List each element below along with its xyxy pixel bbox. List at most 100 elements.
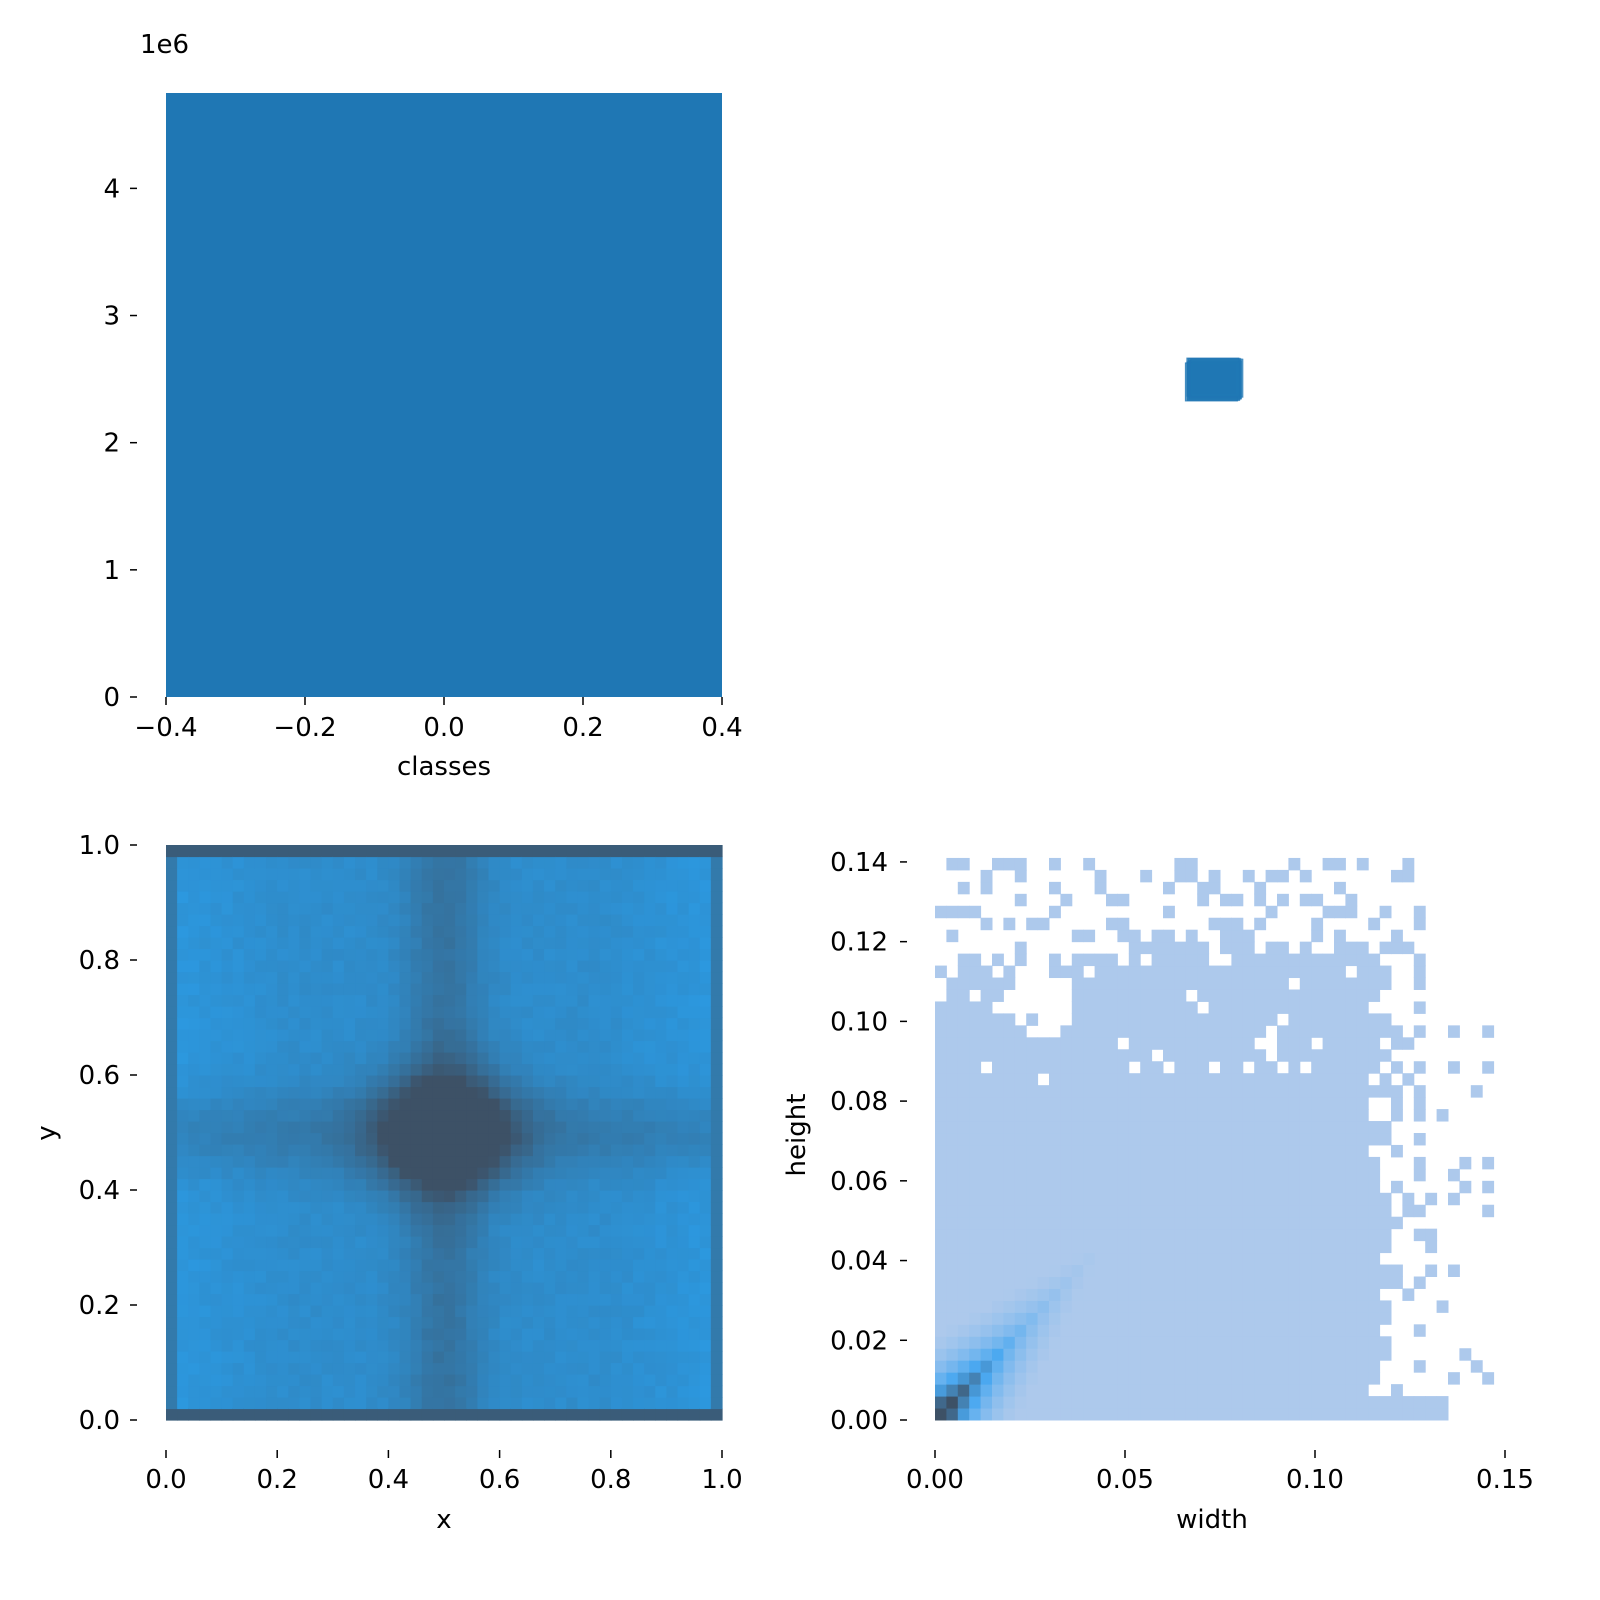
heatmap-cell [310, 891, 323, 904]
heatmap-cell [421, 1006, 434, 1019]
heatmap-cell [277, 1063, 289, 1076]
heatmap-cell [1254, 1300, 1267, 1313]
heatmap-cell [544, 1098, 556, 1111]
heatmap-cell [544, 1236, 556, 1249]
heatmap-cell [455, 1397, 467, 1410]
heatmap-cell [166, 1305, 178, 1318]
heatmap-cell [355, 960, 367, 973]
heatmap-cell [166, 1029, 178, 1042]
heatmap-cell [1448, 1192, 1460, 1206]
heatmap-cell [1151, 1097, 1164, 1110]
heatmap-cell [1379, 965, 1392, 979]
heatmap-cell [488, 1316, 501, 1329]
heatmap-cell [577, 1017, 590, 1030]
heatmap-cell [421, 1075, 434, 1088]
heatmap-cell [599, 1144, 612, 1157]
heatmap-cell [477, 902, 490, 915]
heatmap-cell [699, 1040, 712, 1053]
heatmap-cell [644, 983, 656, 996]
heatmap-cell [1311, 1252, 1324, 1266]
heatmap-cell [1334, 1228, 1346, 1242]
heatmap-cell [1106, 1408, 1118, 1421]
heatmap-cell [577, 1063, 590, 1076]
heatmap-cell [177, 1167, 189, 1180]
heatmap-cell [210, 891, 223, 904]
heatmap-cell [432, 1408, 445, 1421]
heatmap-cell [310, 1213, 323, 1226]
heatmap-cell [466, 891, 478, 904]
heatmap-cell [1356, 1408, 1369, 1421]
heatmap-cell [1106, 1312, 1118, 1325]
heatmap-cell [1254, 1384, 1267, 1397]
heatmap-cell [521, 971, 534, 984]
heatmap-cell [566, 1063, 579, 1076]
heatmap-cell [1299, 965, 1312, 979]
heatmap-cell [410, 1190, 423, 1203]
heatmap-cell [343, 1155, 356, 1168]
heatmap-cell [321, 1408, 334, 1421]
heatmap-cell [199, 1006, 212, 1019]
heatmap-cell [1242, 1216, 1255, 1230]
heatmap-cell [188, 1397, 200, 1410]
heatmap-cell [366, 1247, 378, 1260]
heatmap-cell [555, 1040, 567, 1053]
heatmap-cell [410, 994, 423, 1007]
heatmap-cell [544, 1213, 556, 1226]
wh-x-tick-label: 0.05 [1096, 1465, 1154, 1495]
heatmap-cell [221, 1385, 234, 1398]
heatmap-cell [688, 994, 701, 1007]
heatmap-cell [499, 1259, 512, 1272]
heatmap-cell [510, 1121, 523, 1134]
heatmap-cell [992, 1240, 1004, 1254]
heatmap-cell [221, 1063, 234, 1076]
heatmap-cell [188, 1293, 200, 1306]
heatmap-cell [177, 1247, 189, 1260]
heatmap-cell [355, 1109, 367, 1122]
heatmap-cell [421, 1213, 434, 1226]
heatmap-cell [1322, 977, 1335, 990]
heatmap-cell [688, 1121, 701, 1134]
heatmap-cell [1060, 1025, 1073, 1038]
heatmap-cell [1334, 1384, 1346, 1397]
heatmap-cell [555, 1316, 567, 1329]
heatmap-cell [343, 1201, 356, 1214]
heatmap-cell [1265, 1336, 1278, 1349]
heatmap-cell [1060, 1264, 1073, 1277]
heatmap-cell [969, 1276, 982, 1289]
heatmap-cell [444, 1305, 456, 1318]
heatmap-cell [432, 1017, 445, 1030]
heatmap-cell [166, 1408, 178, 1421]
heatmap-cell [1151, 1085, 1164, 1098]
heatmap-cell [399, 1316, 412, 1329]
heatmap-cell [444, 902, 456, 915]
heatmap-cell [277, 994, 289, 1007]
heatmap-cell [310, 948, 323, 961]
heatmap-cell [710, 1075, 723, 1088]
heatmap-cell [555, 1270, 567, 1283]
heatmap-cell [210, 1247, 223, 1260]
heatmap-cell [599, 971, 612, 984]
heatmap-cell [555, 1109, 567, 1122]
heatmap-cell [421, 1201, 434, 1214]
heatmap-cell [1197, 1204, 1210, 1218]
heatmap-cell [610, 1063, 623, 1076]
heatmap-cell [1197, 1288, 1210, 1301]
heatmap-cell [355, 1213, 367, 1226]
heatmap-cell [288, 1190, 301, 1203]
xy-x-tick-label: 0.0 [145, 1465, 186, 1495]
heatmap-cell [621, 902, 634, 915]
heatmap-cell [1231, 1264, 1244, 1277]
heatmap-cell [957, 965, 970, 979]
heatmap-cell [166, 1121, 178, 1134]
heatmap-cell [957, 1384, 970, 1397]
heatmap-cell [1117, 1348, 1130, 1361]
heatmap-cell [1094, 1348, 1107, 1361]
heatmap-cell [466, 925, 478, 938]
heatmap-cell [666, 1259, 679, 1272]
heatmap-cell [232, 1213, 245, 1226]
heatmap-cell [1254, 1240, 1267, 1254]
heatmap-cell [1151, 1204, 1164, 1218]
heatmap-cell [1117, 1204, 1130, 1218]
heatmap-cell [1231, 953, 1244, 967]
heatmap-cell [699, 868, 712, 881]
